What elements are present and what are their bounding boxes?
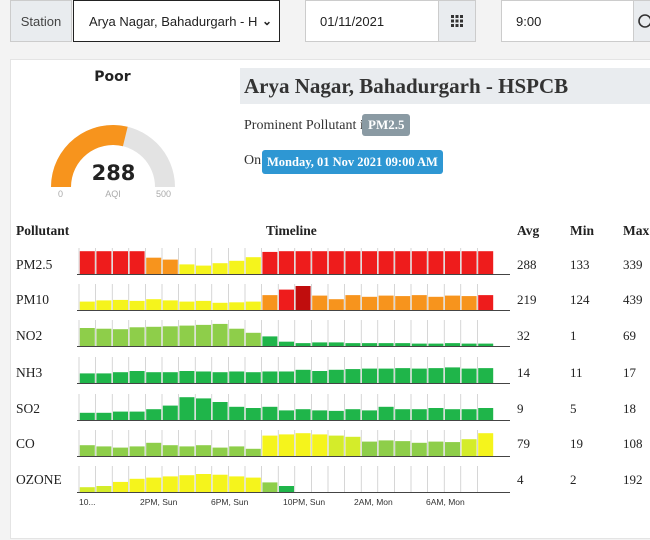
chevron-down-icon: ⌄ — [261, 14, 272, 28]
max-value: 108 — [623, 436, 643, 451]
header-min: Min — [570, 223, 595, 238]
avg-value: 288 — [517, 257, 537, 272]
header-max: Max — [623, 223, 650, 238]
station-title: Arya Nagar, Bahadurgarh - HSPCB — [240, 68, 650, 104]
min-value: 1 — [570, 328, 577, 343]
avg-value: 14 — [517, 365, 530, 380]
max-value: 439 — [623, 292, 643, 307]
header-pollutant: Pollutant — [16, 223, 70, 238]
pollutant-name: NH3 — [16, 365, 43, 380]
gauge-fill — [51, 125, 128, 187]
station-label: Station — [10, 0, 72, 42]
clock-button[interactable] — [633, 0, 650, 42]
max-value: 69 — [623, 328, 636, 343]
on-label: On — [244, 153, 262, 168]
aqi-value: 288 — [91, 161, 136, 185]
max-value: 192 — [623, 472, 643, 487]
min-value: 2 — [570, 472, 577, 487]
min-value: 11 — [570, 365, 583, 380]
station-select[interactable]: Arya Nagar, Bahadurgarh - HSPCB ⌄ — [73, 0, 280, 42]
avg-value: 79 — [517, 436, 530, 451]
min-value: 5 — [570, 401, 577, 416]
pollutant-name: OZONE — [16, 472, 62, 487]
gauge-max-label: 500 — [156, 189, 172, 199]
min-value: 19 — [570, 436, 583, 451]
max-value: 339 — [623, 257, 643, 272]
prominent-pollutant-label: Prominent Pollutant is — [244, 118, 370, 133]
pollutant-name: SO2 — [16, 401, 41, 416]
aqi-unit: AQI — [105, 189, 121, 199]
aqi-gauge — [51, 125, 175, 187]
min-value: 133 — [570, 257, 590, 272]
aqi-status: Poor — [94, 69, 131, 85]
avg-value: 219 — [517, 292, 537, 307]
avg-value: 32 — [517, 328, 530, 343]
calendar-grid-icon — [451, 15, 463, 27]
station-select-value: Arya Nagar, Bahadurgarh - HSPCB — [89, 13, 257, 29]
prominent-pollutant-badge: PM2.5 — [362, 114, 411, 136]
pollutant-name: NO2 — [16, 328, 43, 343]
pollutant-name: CO — [16, 436, 35, 451]
date-input[interactable]: 01/11/2021 — [305, 0, 438, 42]
avg-value: 4 — [517, 472, 524, 487]
datetime-badge: Monday, 01 Nov 2021 09:00 AM — [262, 150, 443, 174]
clock-icon — [638, 14, 650, 28]
calendar-button[interactable] — [438, 0, 476, 42]
header-avg: Avg — [517, 223, 540, 238]
time-input[interactable]: 9:00 — [501, 0, 633, 42]
header-timeline: Timeline — [266, 223, 317, 238]
max-value: 17 — [623, 365, 636, 380]
min-value: 124 — [570, 292, 590, 307]
pollutant-name: PM10 — [16, 292, 50, 307]
max-value: 18 — [623, 401, 636, 416]
avg-value: 9 — [517, 401, 524, 416]
gauge-min-label: 0 — [58, 189, 64, 199]
pollutant-name: PM2.5 — [16, 257, 53, 272]
